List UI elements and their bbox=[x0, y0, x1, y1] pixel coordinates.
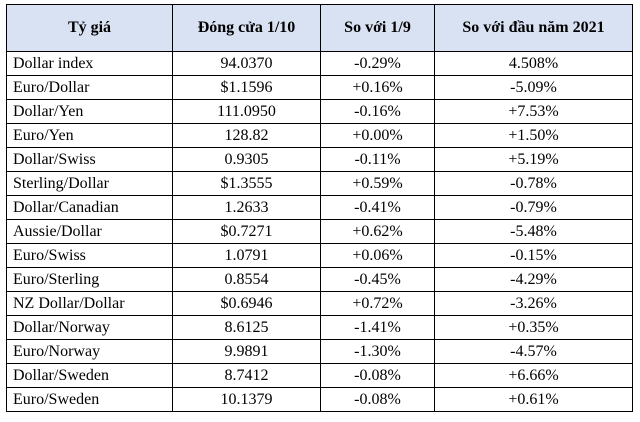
cell-vs-year: -5.09% bbox=[434, 75, 633, 100]
cell-pair: Dollar/Canadian bbox=[6, 195, 173, 220]
cell-pair: Euro/Yen bbox=[6, 123, 173, 148]
cell-vs-year: -0.79% bbox=[434, 195, 633, 220]
cell-pair: Dollar index bbox=[6, 51, 173, 76]
table-row: Euro/Norway 9.9891 -1.30% -4.57% bbox=[6, 339, 633, 364]
table-row: Euro/Sweden 10.1379 -0.08% +0.61% bbox=[6, 387, 633, 412]
cell-pair: Euro/Sweden bbox=[6, 387, 173, 412]
cell-close: 8.7412 bbox=[172, 363, 321, 388]
cell-close: 1.0791 bbox=[172, 243, 321, 268]
table-row: Dollar/Swiss 0.9305 -0.11% +5.19% bbox=[6, 147, 633, 172]
cell-vs-month: +0.16% bbox=[320, 75, 435, 100]
cell-vs-year: +0.61% bbox=[434, 387, 633, 412]
cell-close: 94.0370 bbox=[172, 51, 321, 76]
cell-close: $0.7271 bbox=[172, 219, 321, 244]
table-row: Euro/Yen 128.82 +0.00% +1.50% bbox=[6, 123, 633, 148]
cell-close: 10.1379 bbox=[172, 387, 321, 412]
header-currency-pair: Tỷ giá bbox=[6, 4, 173, 52]
cell-vs-month: -0.08% bbox=[320, 363, 435, 388]
cell-vs-month: +0.59% bbox=[320, 171, 435, 196]
header-row: Tỷ giá Đóng cửa 1/10 So với 1/9 So với đ… bbox=[6, 4, 633, 52]
cell-pair: Sterling/Dollar bbox=[6, 171, 173, 196]
table-row: NZ Dollar/Dollar $0.6946 +0.72% -3.26% bbox=[6, 291, 633, 316]
cell-pair: Euro/Dollar bbox=[6, 75, 173, 100]
cell-pair: Dollar/Sweden bbox=[6, 363, 173, 388]
table-row: Dollar index 94.0370 -0.29% 4.508% bbox=[6, 51, 633, 76]
cell-vs-month: +0.00% bbox=[320, 123, 435, 148]
exchange-rate-table: Tỷ giá Đóng cửa 1/10 So với 1/9 So với đ… bbox=[6, 4, 633, 412]
cell-vs-month: +0.06% bbox=[320, 243, 435, 268]
cell-pair: Dollar/Yen bbox=[6, 99, 173, 124]
cell-vs-year: -0.78% bbox=[434, 171, 633, 196]
cell-close: 0.9305 bbox=[172, 147, 321, 172]
cell-pair: Dollar/Norway bbox=[6, 315, 173, 340]
table-body: Dollar index 94.0370 -0.29% 4.508% Euro/… bbox=[6, 51, 633, 412]
cell-vs-year: +0.35% bbox=[434, 315, 633, 340]
cell-vs-month: -0.08% bbox=[320, 387, 435, 412]
cell-pair: Euro/Sterling bbox=[6, 267, 173, 292]
cell-vs-month: +0.62% bbox=[320, 219, 435, 244]
cell-pair: Euro/Norway bbox=[6, 339, 173, 364]
header-vs-1-9: So với 1/9 bbox=[320, 4, 435, 52]
table-header: Tỷ giá Đóng cửa 1/10 So với 1/9 So với đ… bbox=[6, 4, 633, 52]
table-row: Dollar/Yen 111.0950 -0.16% +7.53% bbox=[6, 99, 633, 124]
cell-close: 8.6125 bbox=[172, 315, 321, 340]
header-vs-start-2021: So với đầu năm 2021 bbox=[434, 4, 633, 52]
table-row: Dollar/Sweden 8.7412 -0.08% +6.66% bbox=[6, 363, 633, 388]
cell-pair: Aussie/Dollar bbox=[6, 219, 173, 244]
cell-vs-year: +7.53% bbox=[434, 99, 633, 124]
cell-close: $1.1596 bbox=[172, 75, 321, 100]
cell-vs-year: +1.50% bbox=[434, 123, 633, 148]
cell-vs-year: -4.29% bbox=[434, 267, 633, 292]
cell-vs-year: 4.508% bbox=[434, 51, 633, 76]
cell-vs-year: -0.15% bbox=[434, 243, 633, 268]
cell-pair: Dollar/Swiss bbox=[6, 147, 173, 172]
table-row: Euro/Dollar $1.1596 +0.16% -5.09% bbox=[6, 75, 633, 100]
header-close-1-10: Đóng cửa 1/10 bbox=[172, 4, 321, 52]
cell-close: 9.9891 bbox=[172, 339, 321, 364]
table-row: Euro/Sterling 0.8554 -0.45% -4.29% bbox=[6, 267, 633, 292]
cell-vs-month: -1.41% bbox=[320, 315, 435, 340]
cell-vs-year: -5.48% bbox=[434, 219, 633, 244]
cell-vs-year: -3.26% bbox=[434, 291, 633, 316]
table-row: Euro/Swiss 1.0791 +0.06% -0.15% bbox=[6, 243, 633, 268]
cell-vs-month: -0.29% bbox=[320, 51, 435, 76]
table-row: Sterling/Dollar $1.3555 +0.59% -0.78% bbox=[6, 171, 633, 196]
cell-vs-year: +5.19% bbox=[434, 147, 633, 172]
cell-close: 111.0950 bbox=[172, 99, 321, 124]
table-row: Dollar/Canadian 1.2633 -0.41% -0.79% bbox=[6, 195, 633, 220]
cell-close: $1.3555 bbox=[172, 171, 321, 196]
table-row: Aussie/Dollar $0.7271 +0.62% -5.48% bbox=[6, 219, 633, 244]
cell-vs-month: -0.41% bbox=[320, 195, 435, 220]
cell-vs-month: -0.16% bbox=[320, 99, 435, 124]
cell-vs-year: -4.57% bbox=[434, 339, 633, 364]
cell-vs-month: -0.45% bbox=[320, 267, 435, 292]
cell-vs-year: +6.66% bbox=[434, 363, 633, 388]
cell-close: 128.82 bbox=[172, 123, 321, 148]
cell-close: $0.6946 bbox=[172, 291, 321, 316]
table-row: Dollar/Norway 8.6125 -1.41% +0.35% bbox=[6, 315, 633, 340]
cell-close: 0.8554 bbox=[172, 267, 321, 292]
cell-vs-month: -0.11% bbox=[320, 147, 435, 172]
cell-pair: Euro/Swiss bbox=[6, 243, 173, 268]
cell-close: 1.2633 bbox=[172, 195, 321, 220]
cell-vs-month: -1.30% bbox=[320, 339, 435, 364]
cell-pair: NZ Dollar/Dollar bbox=[6, 291, 173, 316]
cell-vs-month: +0.72% bbox=[320, 291, 435, 316]
